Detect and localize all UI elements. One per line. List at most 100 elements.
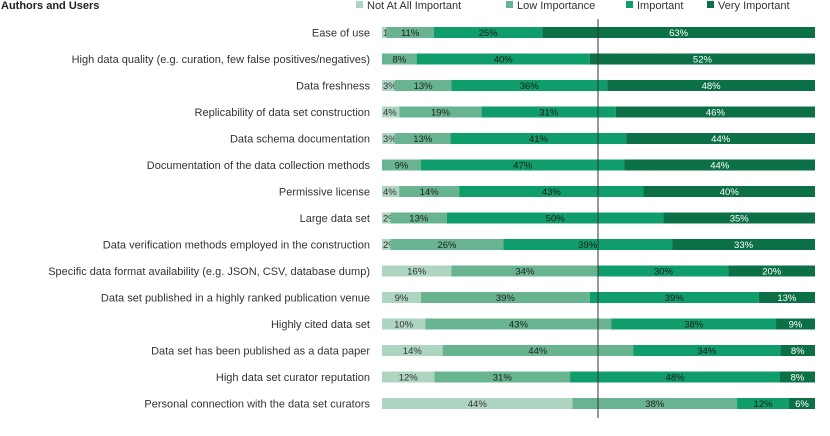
bar-segment-important	[450, 133, 627, 144]
bar-segment-important	[481, 106, 616, 118]
bars: 1%11%25%63%0%8%40%52%3%13%36%48%4%19%31%…	[382, 27, 815, 410]
bar-segment-not-at-all-important	[382, 345, 443, 356]
bar-segment-very-important	[615, 106, 815, 118]
bar-segment-important	[420, 159, 625, 171]
value-label: 34%	[515, 267, 535, 278]
bar-segment-important	[737, 398, 790, 409]
bar-segment-low-importance	[386, 27, 434, 38]
legend-label-very-important: Very Important	[718, 0, 790, 12]
bar-segment-important	[611, 318, 777, 330]
value-label: 2%	[383, 214, 397, 225]
bar-segment-low-importance	[451, 265, 599, 277]
legend-label-important: Important	[637, 0, 683, 12]
category-label: Data schema documentation	[230, 134, 370, 146]
bar-segment-low-importance	[399, 106, 482, 118]
bar-segment-important	[416, 53, 590, 65]
category-label: Highly cited data set	[271, 319, 370, 331]
bar-segment-low-importance	[382, 53, 417, 65]
category-label: Large data set	[300, 213, 370, 225]
category-label: Permissive license	[279, 187, 370, 199]
bar-segment-low-importance	[442, 345, 634, 356]
bar-segment-very-important	[624, 159, 815, 171]
category-label: Personal connection with the data set cu…	[144, 399, 370, 411]
value-label: 41%	[529, 134, 549, 145]
bar-segment-not-at-all-important	[382, 371, 435, 383]
category-label: Data set published in a highly ranked pu…	[101, 293, 370, 305]
bar-segment-very-important	[728, 265, 815, 277]
legend-label-not-at-all-important: Not At All Important	[367, 0, 461, 12]
bar-segment-low-importance	[572, 398, 738, 409]
value-label: 4%	[383, 108, 397, 119]
value-label: 6%	[795, 399, 809, 410]
value-label: 31%	[539, 108, 559, 119]
value-label: 9%	[395, 161, 409, 172]
value-label: 11%	[401, 28, 420, 39]
value-label: 46%	[706, 108, 726, 119]
bar-segment-very-important	[776, 318, 815, 330]
bar-segment-low-importance	[425, 318, 612, 330]
value-label: 44%	[711, 134, 731, 145]
bar-segment-not-at-all-important	[382, 133, 395, 144]
value-label: 3%	[383, 134, 397, 145]
value-label: 40%	[720, 187, 740, 198]
bar-segment-not-at-all-important	[382, 27, 387, 38]
bar-segment-not-at-all-important	[382, 318, 426, 330]
value-label: 39%	[578, 240, 598, 251]
bar-segment-important	[570, 371, 781, 383]
value-label: 50%	[546, 214, 566, 225]
category-label: Documentation of the data collection met…	[147, 160, 371, 172]
bar-segment-important	[598, 265, 729, 277]
bar-segment-very-important	[780, 371, 815, 383]
value-label: 48%	[666, 373, 686, 384]
legend-swatch-low-importance	[506, 1, 513, 8]
value-label: 13%	[413, 134, 433, 145]
bar-segment-important	[433, 27, 543, 38]
value-label: 52%	[693, 55, 713, 66]
bar-segment-very-important	[758, 292, 815, 303]
value-label: 30%	[654, 267, 674, 278]
value-label: 8%	[791, 373, 805, 384]
bar-segment-not-at-all-important	[382, 212, 391, 224]
value-label: 44%	[528, 346, 548, 357]
value-label: 43%	[509, 320, 529, 331]
legend-swatch-not-at-all-important	[356, 1, 363, 8]
value-label: 12%	[399, 373, 419, 384]
value-label: 12%	[754, 399, 774, 410]
bar-segment-not-at-all-important	[382, 80, 395, 91]
bar-segment-important	[589, 292, 759, 303]
bar-segment-very-important	[643, 186, 815, 197]
category-label: Replicability of data set construction	[195, 107, 370, 119]
bar-segment-important	[451, 80, 608, 91]
value-label: 14%	[403, 346, 423, 357]
legend: Not At All Important Low Importance Import…	[356, 0, 790, 12]
bar-segment-not-at-all-important	[382, 186, 400, 197]
value-label: 9%	[395, 293, 409, 304]
value-label: 4%	[383, 187, 397, 198]
value-label: 40%	[494, 55, 514, 66]
bar-segment-very-important	[780, 345, 815, 356]
category-label: Data freshness	[296, 81, 370, 93]
legend-label-low-importance: Low Importance	[517, 0, 595, 12]
bar-segment-low-importance	[390, 212, 447, 224]
bar-segment-very-important	[672, 239, 815, 250]
value-label: 3%	[383, 81, 397, 92]
legend-swatch-very-important	[707, 1, 714, 8]
bar-segment-very-important	[607, 80, 815, 91]
value-label: 13%	[777, 293, 797, 304]
legend-swatch-important	[626, 1, 633, 8]
value-label: 38%	[684, 320, 704, 331]
bar-segment-important	[446, 212, 664, 224]
category-label: Data set has been published as a data pa…	[151, 346, 370, 358]
value-label: 25%	[479, 28, 499, 39]
value-label: 16%	[407, 267, 427, 278]
category-label: Ease of use	[312, 28, 370, 40]
category-label: High data set curator reputation	[216, 372, 370, 384]
value-label: 44%	[468, 399, 488, 410]
bar-segment-important	[503, 239, 673, 250]
bar-segment-important	[633, 345, 781, 356]
value-label: 35%	[730, 214, 750, 225]
value-label: 48%	[702, 81, 722, 92]
bar-segment-not-at-all-important	[382, 398, 573, 409]
value-label: 13%	[409, 214, 429, 225]
value-label: 9%	[789, 320, 803, 331]
